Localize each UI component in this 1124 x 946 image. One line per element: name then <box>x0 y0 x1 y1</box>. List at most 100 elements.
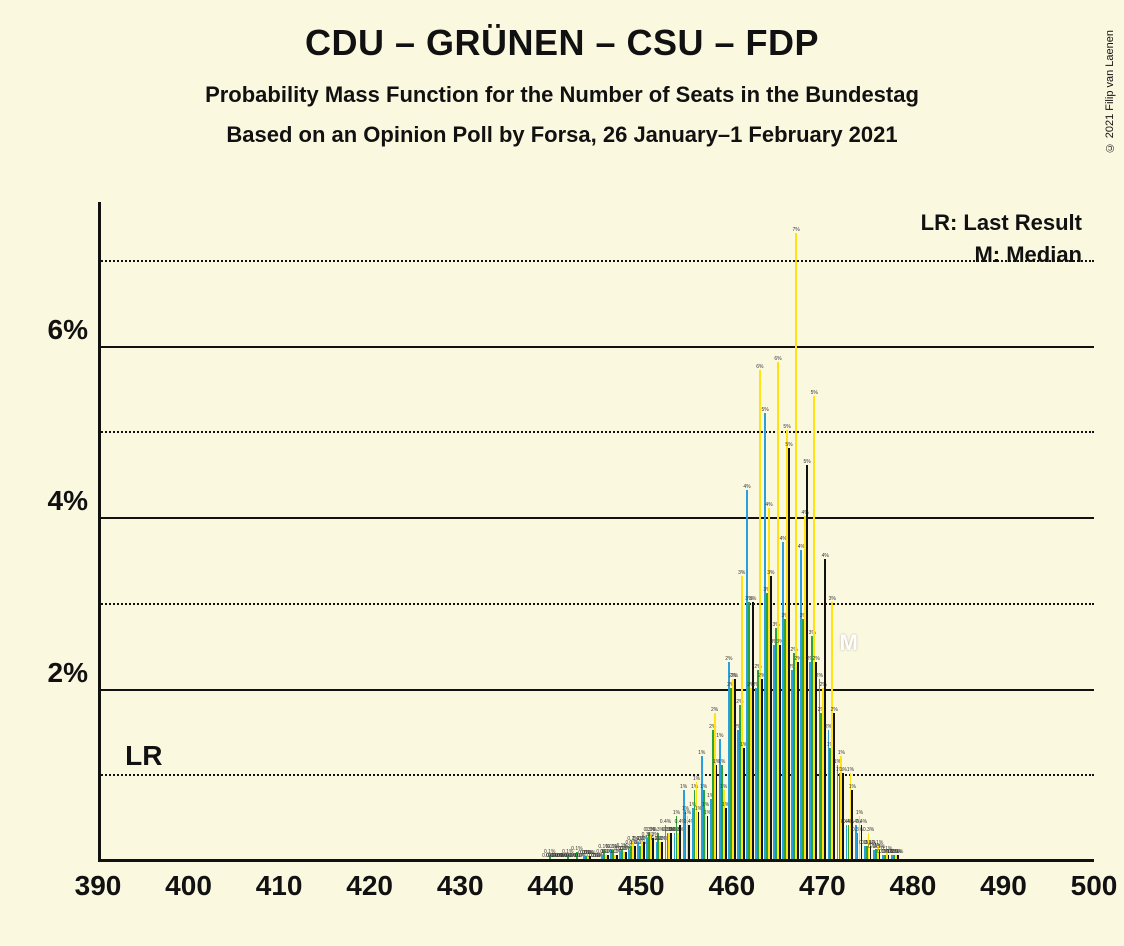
bar: 1% <box>842 773 844 859</box>
gridline-major <box>98 689 1094 691</box>
bar-value-label: 0.3% <box>863 827 874 833</box>
x-tick-label: 400 <box>165 870 212 902</box>
gridline-minor <box>98 431 1094 433</box>
plot-area: LR: Last Result M: Median 2%4%6%39040041… <box>98 202 1094 862</box>
bar: 0.2% <box>643 842 645 859</box>
median-marker: M <box>840 630 858 656</box>
bar-value-label: 2% <box>731 673 738 679</box>
bar-value-label: 1% <box>847 767 854 773</box>
bar: 1% <box>698 812 700 859</box>
gridline-minor <box>98 260 1094 262</box>
gridline-minor <box>98 603 1094 605</box>
x-tick-label: 440 <box>527 870 574 902</box>
bar-value-label: 1% <box>684 810 691 816</box>
bar: 1% <box>743 748 745 859</box>
bar-value-label: 2% <box>813 656 820 662</box>
bar: 2% <box>833 713 835 859</box>
bar-value-label: 1% <box>718 759 725 765</box>
bar-value-label: 5% <box>783 424 790 430</box>
legend: LR: Last Result M: Median <box>921 210 1082 274</box>
y-tick-label: 4% <box>8 485 88 517</box>
bar: 0.4% <box>679 825 681 859</box>
y-tick-label: 6% <box>8 314 88 346</box>
bar: 1% <box>707 816 709 859</box>
lr-marker: LR <box>125 740 162 772</box>
x-axis <box>98 859 1094 862</box>
bar-value-label: 1% <box>693 776 700 782</box>
bar: 3% <box>752 602 754 859</box>
bar-value-label: 0.4% <box>660 819 671 825</box>
copyright-text: © 2021 Filip van Laenen <box>1104 30 1116 153</box>
bar-value-label: 1% <box>856 810 863 816</box>
bar-value-label: 0.1% <box>892 849 903 855</box>
bar: 0.1% <box>888 855 890 859</box>
bar: 2% <box>761 679 763 859</box>
bar-value-label: 1% <box>700 784 707 790</box>
gridline-minor <box>98 774 1094 776</box>
bar: 0.3% <box>670 833 672 859</box>
bar-value-label: 1% <box>673 810 680 816</box>
bar-value-label: 1% <box>702 802 709 808</box>
bar: 0.2% <box>661 842 663 859</box>
x-tick-label: 410 <box>256 870 303 902</box>
bar-value-label: 0.4% <box>856 819 867 825</box>
bar-value-label: 2% <box>831 707 838 713</box>
bar-value-label: 2% <box>711 707 718 713</box>
bar-value-label: 7% <box>792 227 799 233</box>
x-tick-label: 420 <box>346 870 393 902</box>
x-tick-label: 450 <box>618 870 665 902</box>
gridline-major <box>98 517 1094 519</box>
bar: 1% <box>725 808 727 859</box>
bar-value-label: 5% <box>811 390 818 396</box>
bar-value-label: 3% <box>749 596 756 602</box>
bar-value-label: 6% <box>774 356 781 362</box>
bar-value-label: 1% <box>680 784 687 790</box>
x-tick-label: 470 <box>799 870 846 902</box>
bar-value-label: 3% <box>767 570 774 576</box>
bar: 0.1% <box>625 852 627 859</box>
bar: 0.1% <box>607 855 609 859</box>
bar: 0.1% <box>897 855 899 859</box>
bar: 0.4% <box>688 825 690 859</box>
legend-lr: LR: Last Result <box>921 210 1082 236</box>
bar-value-label: 5% <box>785 442 792 448</box>
bar: 2% <box>734 679 736 859</box>
bar-value-label: 4% <box>822 553 829 559</box>
bar-value-label: 6% <box>756 364 763 370</box>
bar: 2% <box>797 662 799 859</box>
chart-subtitle-2: Based on an Opinion Poll by Forsa, 26 Ja… <box>0 122 1124 148</box>
bar-value-label: 5% <box>761 407 768 413</box>
bar: 1% <box>851 790 853 859</box>
bar-value-label: 4% <box>743 484 750 490</box>
gridline-major <box>98 346 1094 348</box>
bar-value-label: 5% <box>803 459 810 465</box>
bar: 0.1% <box>616 855 618 859</box>
x-tick-label: 430 <box>437 870 484 902</box>
y-axis <box>98 202 101 862</box>
bar-value-label: 1% <box>849 784 856 790</box>
bar-value-label: 4% <box>765 502 772 508</box>
bar-value-label: 1% <box>720 784 727 790</box>
bar: 3% <box>779 645 781 859</box>
bar: 5% <box>806 465 808 859</box>
bar-value-label: 2% <box>816 673 823 679</box>
x-tick-label: 480 <box>890 870 937 902</box>
legend-m: M: Median <box>921 242 1082 268</box>
bar-value-label: 1% <box>698 750 705 756</box>
bar: 0.1% <box>634 846 636 859</box>
bar-value-label: 1% <box>838 750 845 756</box>
bar: 3% <box>770 576 772 859</box>
x-tick-label: 490 <box>980 870 1027 902</box>
bar-value-label: 3% <box>738 570 745 576</box>
bar-value-label: 3% <box>829 596 836 602</box>
x-tick-label: 390 <box>75 870 122 902</box>
bar-value-label: 1% <box>716 733 723 739</box>
bar: 1% <box>716 765 718 859</box>
x-tick-label: 460 <box>708 870 755 902</box>
x-tick-label: 500 <box>1071 870 1118 902</box>
chart-area: LR: Last Result M: Median 2%4%6%39040041… <box>98 202 1094 862</box>
chart-title: CDU – GRÜNEN – CSU – FDP <box>0 22 1124 64</box>
bar: 2% <box>815 662 817 859</box>
bar-value-label: 2% <box>725 656 732 662</box>
y-tick-label: 2% <box>8 657 88 689</box>
